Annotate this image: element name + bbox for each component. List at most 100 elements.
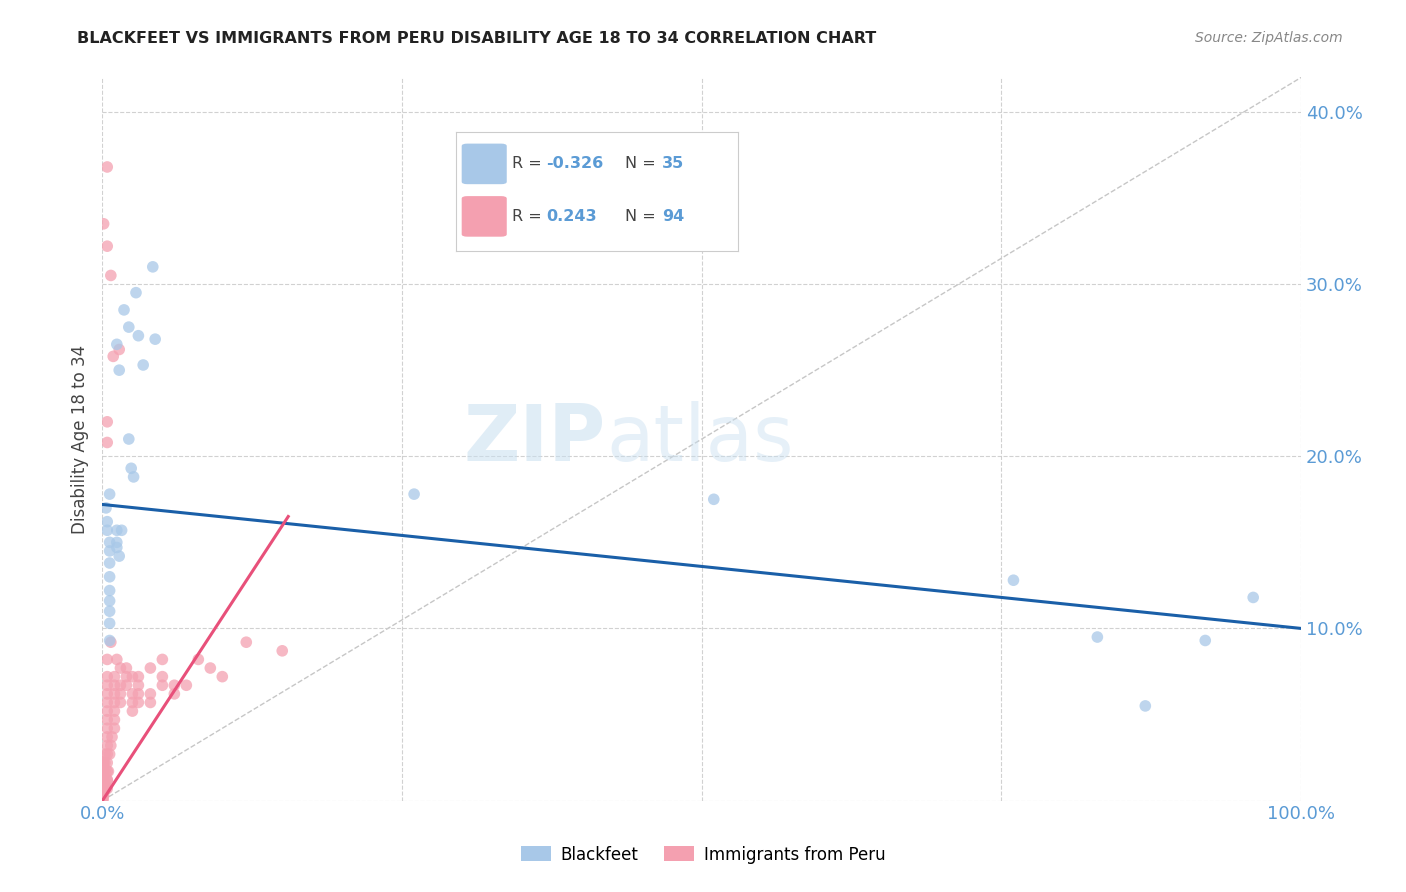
Point <box>96 747 118 761</box>
Point <box>96 160 118 174</box>
Point <box>96 730 118 744</box>
Point <box>96 678 118 692</box>
Point <box>96 772 118 787</box>
Point <box>98 616 121 631</box>
Point <box>96 415 118 429</box>
Point <box>98 583 121 598</box>
Point <box>96 704 118 718</box>
Point <box>94 772 117 787</box>
Point <box>127 678 149 692</box>
Point <box>96 739 118 753</box>
Point <box>93 217 115 231</box>
Point <box>110 678 132 692</box>
Point <box>91 778 114 792</box>
Point <box>1241 591 1264 605</box>
Point <box>105 337 128 351</box>
Point <box>98 594 121 608</box>
Point <box>93 778 115 792</box>
Point <box>105 541 128 555</box>
Point <box>112 302 135 317</box>
Point <box>94 756 117 770</box>
Point <box>143 332 166 346</box>
Point <box>91 772 114 787</box>
Point <box>163 678 186 692</box>
Point <box>115 678 138 692</box>
Legend: Blackfeet, Immigrants from Peru: Blackfeet, Immigrants from Peru <box>515 839 891 871</box>
Point <box>139 696 162 710</box>
Point <box>103 670 125 684</box>
Point <box>94 764 117 779</box>
Point <box>98 487 121 501</box>
Point <box>91 789 114 803</box>
Point <box>127 687 149 701</box>
Point <box>163 687 186 701</box>
Point <box>118 432 141 446</box>
Point <box>235 635 257 649</box>
Point <box>703 492 725 507</box>
Point <box>105 535 128 549</box>
Point <box>127 328 149 343</box>
Point <box>98 556 121 570</box>
Point <box>91 756 114 770</box>
Point <box>98 747 121 761</box>
Point <box>98 544 121 558</box>
Point <box>96 713 118 727</box>
Point <box>120 461 142 475</box>
Point <box>118 320 141 334</box>
Point <box>121 687 143 701</box>
Point <box>108 363 131 377</box>
Point <box>100 635 122 649</box>
Point <box>139 661 162 675</box>
Point <box>121 670 143 684</box>
Point <box>91 778 114 792</box>
Point <box>103 696 125 710</box>
Point <box>94 781 117 796</box>
Point <box>97 764 120 779</box>
Point <box>103 721 125 735</box>
Point <box>1002 573 1025 587</box>
Point <box>96 781 118 796</box>
Point <box>100 739 122 753</box>
Point <box>93 756 115 770</box>
Point <box>103 713 125 727</box>
Point <box>96 687 118 701</box>
Point <box>93 783 115 797</box>
Point <box>211 670 233 684</box>
Point <box>176 678 198 692</box>
Point <box>93 764 115 779</box>
Point <box>91 792 114 806</box>
Point <box>200 661 222 675</box>
Point <box>91 783 114 797</box>
Point <box>127 696 149 710</box>
Point <box>121 696 143 710</box>
Point <box>105 652 128 666</box>
Point <box>98 535 121 549</box>
Point <box>115 670 138 684</box>
Point <box>91 764 114 779</box>
Point <box>108 549 131 563</box>
Point <box>271 644 294 658</box>
Text: Source: ZipAtlas.com: Source: ZipAtlas.com <box>1195 31 1343 45</box>
Point <box>91 792 114 806</box>
Point <box>121 704 143 718</box>
Point <box>110 661 132 675</box>
Point <box>105 523 128 537</box>
Point <box>103 687 125 701</box>
Point <box>91 789 114 803</box>
Point <box>96 652 118 666</box>
Point <box>91 783 114 797</box>
Point <box>100 268 122 283</box>
Point <box>110 687 132 701</box>
Point <box>91 772 114 787</box>
Text: ZIP: ZIP <box>464 401 606 477</box>
Point <box>110 696 132 710</box>
Point <box>98 633 121 648</box>
Point <box>94 783 117 797</box>
Point <box>91 756 114 770</box>
Point <box>94 500 117 515</box>
Point <box>125 285 148 300</box>
Point <box>94 778 117 792</box>
Point <box>96 696 118 710</box>
Point <box>101 730 124 744</box>
Point <box>96 239 118 253</box>
